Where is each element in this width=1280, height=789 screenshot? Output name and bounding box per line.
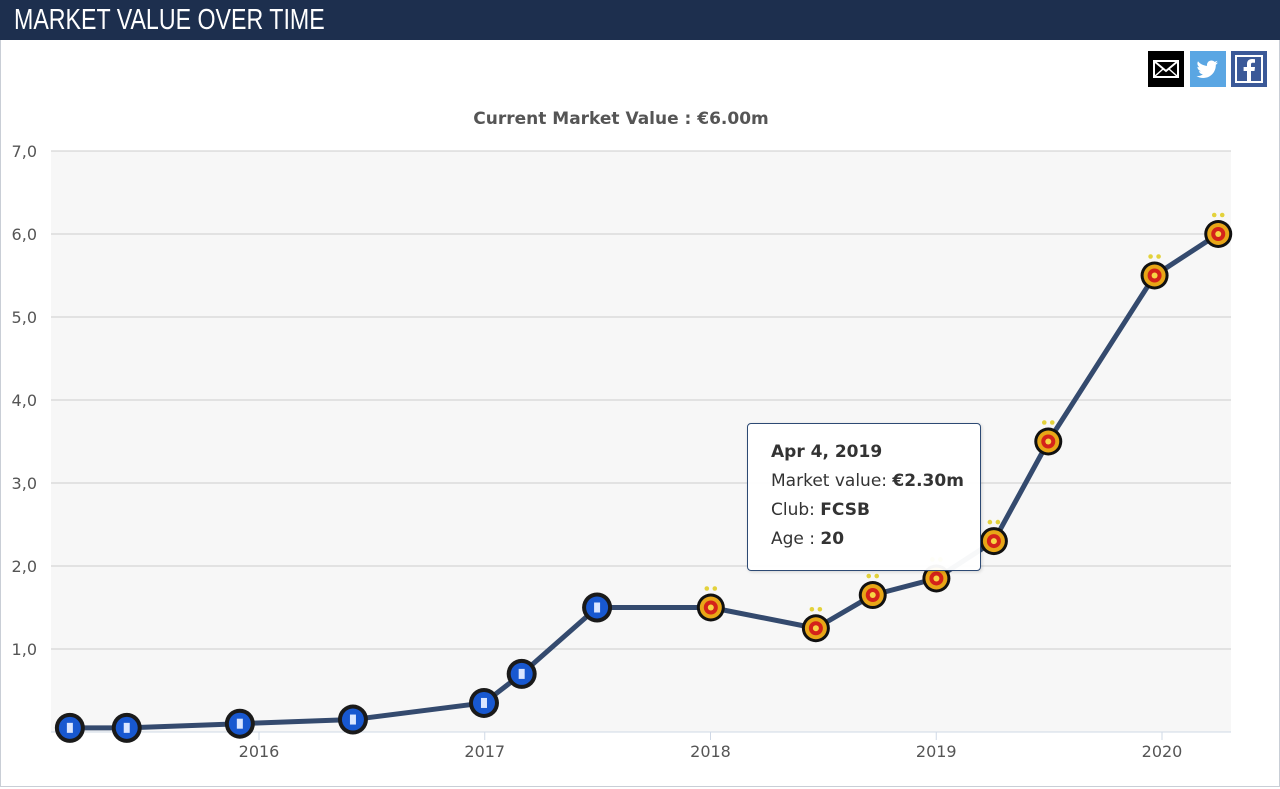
crest-star [866, 573, 872, 579]
x-tick-label: 2019 [916, 742, 957, 761]
data-point-crest-figure [349, 714, 356, 725]
crest-star [809, 606, 815, 612]
crest-star [1049, 420, 1055, 425]
crest-star [1148, 254, 1153, 259]
data-point-crest-core [1045, 438, 1052, 445]
twitter-share-button[interactable] [1190, 51, 1226, 87]
y-tick-label: 5,0 [12, 308, 37, 327]
y-tick-label: 2,0 [12, 557, 37, 576]
crest-star [1211, 212, 1217, 218]
facebook-icon [1235, 55, 1263, 83]
email-share-button[interactable] [1148, 51, 1184, 87]
chart-title: Current Market Value : €6.00m [473, 109, 769, 129]
x-tick-label: 2016 [239, 742, 280, 761]
data-point-crest-core [869, 592, 876, 599]
crest-star [704, 586, 710, 591]
data-point-crest-core [933, 575, 940, 582]
data-point-crest-core [1151, 272, 1158, 279]
tooltip-age: 20 [820, 529, 845, 549]
x-tick-label: 2020 [1142, 742, 1183, 761]
market-value-chart: Current Market Value : €6.00m 1,0 2,0 3,0 4,… [0, 95, 1280, 785]
data-point-crest-core [812, 625, 819, 632]
data-point-crest-figure [518, 668, 525, 679]
crest-star [712, 586, 718, 591]
data-point-crest-core [707, 604, 714, 611]
crest-star [1041, 420, 1047, 425]
tooltip-club-row: Club: FCSB [771, 500, 870, 520]
tooltip-age-row: Age : 20 [771, 529, 844, 549]
crest-star [1156, 254, 1161, 259]
tooltip-club: FCSB [820, 500, 870, 520]
tooltip-market-value: €2.30m [892, 471, 964, 491]
data-point-crest-figure [66, 722, 73, 733]
twitter-icon [1196, 60, 1218, 78]
crest-star [995, 519, 1001, 525]
facebook-share-button[interactable] [1231, 51, 1267, 87]
data-point-crest-figure [236, 718, 243, 729]
data-point-crest-core [990, 538, 997, 545]
crest-star [1219, 212, 1225, 218]
data-point-crest-figure [123, 722, 130, 733]
section-header: MARKET VALUE OVER TIME [0, 0, 1280, 40]
crest-star [874, 573, 880, 579]
tooltip-market-value-row: Market value: €2.30m [771, 471, 964, 491]
mail-icon [1153, 60, 1179, 78]
y-tick-label: 3,0 [12, 474, 37, 493]
y-tick-label: 1,0 [12, 640, 37, 659]
chart-svg: Current Market Value : €6.00m 1,0 2,0 3,0 4,… [12, 109, 1233, 761]
tooltip-market-value-label: Market value: [771, 471, 893, 491]
data-point-crest-figure [480, 697, 487, 708]
tooltip-age-label: Age : [771, 529, 821, 549]
y-tick-label: 7,0 [12, 142, 37, 161]
chart-tooltip: Apr 4, 2019 Market value: €2.30m Club: F… [747, 423, 981, 571]
section-title: MARKET VALUE OVER TIME [14, 4, 325, 36]
data-point-crest-figure [594, 602, 601, 613]
x-tick-label: 2017 [464, 742, 505, 761]
data-point-crest-core [1215, 231, 1222, 237]
crest-star [817, 606, 823, 612]
x-tick-label: 2018 [690, 742, 731, 761]
y-tick-label: 4,0 [12, 391, 37, 410]
tooltip-club-label: Club: [771, 500, 821, 520]
tooltip-date: Apr 4, 2019 [771, 442, 883, 462]
y-tick-label: 6,0 [12, 225, 37, 244]
crest-star [987, 519, 993, 525]
